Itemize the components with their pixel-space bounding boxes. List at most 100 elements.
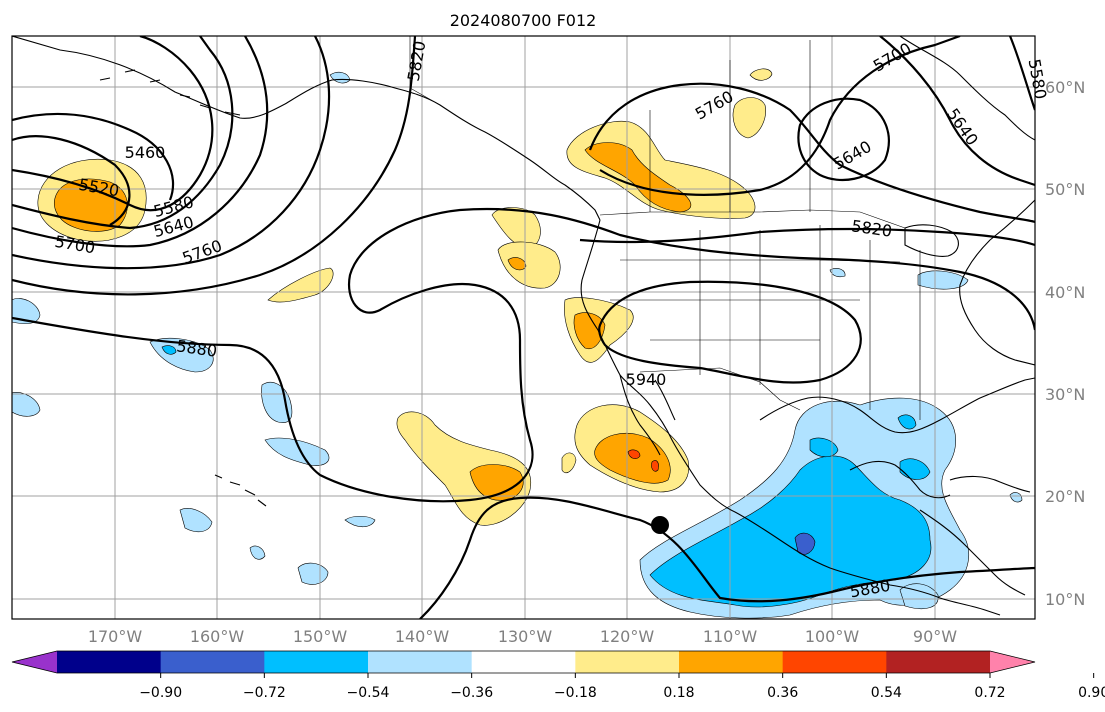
figure-title: 2024080700 F012 bbox=[450, 11, 597, 30]
colorbar-extend-low bbox=[12, 651, 57, 673]
colorbar-tick-label: −0.54 bbox=[347, 685, 390, 701]
coast-central-america bbox=[919, 509, 1026, 596]
contour-5940 bbox=[598, 280, 862, 384]
shade-offshore-or-core bbox=[507, 257, 527, 271]
shade-central-pacific-small bbox=[561, 452, 577, 474]
latitude-labels: 60°N 50°N 40°N 30°N 20°N 10°N bbox=[1045, 78, 1085, 609]
contour-5760-east bbox=[588, 82, 1035, 224]
colorbar-swatch bbox=[782, 651, 887, 673]
colorbar-swatch bbox=[471, 651, 576, 673]
lon-label: 160°W bbox=[190, 627, 245, 646]
shade-west-pacific-blue-9 bbox=[249, 545, 266, 560]
shade-offshore-wa bbox=[491, 207, 541, 249]
coast-hawaii bbox=[214, 474, 267, 507]
map-content bbox=[12, 36, 1035, 619]
shade-mid-pacific-ne bbox=[267, 267, 334, 303]
coast-aleutians bbox=[99, 69, 241, 116]
contour-5880-south bbox=[419, 496, 1035, 619]
contour-5580 bbox=[12, 36, 214, 212]
coast-baja bbox=[619, 374, 676, 456]
height-contours bbox=[12, 36, 1035, 619]
colorbar: −0.90 −0.72 −0.54 −0.36 −0.18 0.18 0.36 0.54 0.7… bbox=[11, 650, 1105, 701]
shade-west-pacific-blue-5 bbox=[264, 437, 330, 466]
lon-label: 150°W bbox=[293, 627, 348, 646]
colorbar-tick-label: −0.72 bbox=[243, 685, 286, 701]
shade-west-pacific-blue-3 bbox=[12, 392, 41, 417]
contour-labels: 5460 5520 5580 5640 5700 5760 5880 5940 … bbox=[53, 39, 1050, 602]
colorbar-swatch bbox=[160, 651, 265, 673]
contour-5460 bbox=[12, 112, 175, 201]
shade-west-pacific-blue-1 bbox=[12, 298, 41, 325]
colorbar-tick-label: 0.54 bbox=[871, 685, 902, 701]
lon-label: 100°W bbox=[805, 627, 860, 646]
shaded-fields bbox=[12, 68, 1023, 619]
coast-west-us bbox=[580, 219, 1001, 616]
colorbar-swatch bbox=[264, 651, 369, 673]
shade-west-pacific-blue-7 bbox=[344, 515, 376, 528]
shade-gulf-blue-2 bbox=[897, 414, 917, 430]
graticule bbox=[12, 36, 1035, 619]
lat-label: 20°N bbox=[1045, 487, 1085, 506]
contour-5880-west bbox=[12, 207, 1035, 503]
shade-west-pacific-blue-6 bbox=[179, 508, 213, 533]
lon-label: 90°W bbox=[913, 627, 957, 646]
shade-north-pacific-inner bbox=[53, 178, 128, 232]
colorbar-swatch bbox=[368, 651, 473, 673]
contour-5820-west bbox=[12, 36, 417, 296]
shade-east-pacific-inner bbox=[649, 455, 932, 608]
colorbar-tick-label: −0.90 bbox=[139, 685, 182, 701]
lon-label: 170°W bbox=[88, 627, 143, 646]
contour-5760 bbox=[12, 36, 331, 270]
shade-gulf-blue-1 bbox=[809, 437, 839, 458]
colorbar-tick-label: −0.18 bbox=[554, 685, 597, 701]
colorbar-swatch bbox=[886, 651, 991, 673]
coast-yucatan bbox=[849, 460, 951, 499]
shade-plains-blue-2 bbox=[829, 268, 846, 278]
colorbar-extend-high bbox=[990, 651, 1035, 673]
colorbar-outline bbox=[11, 650, 1036, 674]
lon-label: 110°W bbox=[703, 627, 758, 646]
lat-label: 50°N bbox=[1045, 180, 1085, 199]
contour-5640-low bbox=[797, 97, 890, 182]
colorbar-tick-label: 0.72 bbox=[974, 685, 1005, 701]
lon-label: 140°W bbox=[395, 627, 450, 646]
contour-5520-loop bbox=[12, 135, 131, 226]
lat-label: 10°N bbox=[1045, 590, 1085, 609]
shade-baja-core-2 bbox=[651, 460, 659, 472]
shade-baja-core bbox=[627, 449, 641, 459]
coast-cuba bbox=[949, 475, 1031, 493]
contour-5700 bbox=[12, 36, 269, 248]
lon-label: 130°W bbox=[498, 627, 553, 646]
lat-label: 60°N bbox=[1045, 78, 1085, 97]
shade-plains-blue-1 bbox=[917, 270, 969, 290]
colorbar-swatch bbox=[575, 651, 680, 673]
contour-5640-east bbox=[879, 36, 1035, 187]
shade-caribbean-blue bbox=[899, 583, 939, 609]
coast-gulf-of-mexico bbox=[759, 377, 1035, 434]
contour-5580-east bbox=[1008, 36, 1035, 111]
colorbar-swatch bbox=[57, 651, 162, 673]
shade-california-inner bbox=[573, 312, 606, 350]
map-frame bbox=[11, 35, 1036, 620]
colorbar-tick-label: 0.36 bbox=[767, 685, 798, 701]
storm-position-marker bbox=[651, 516, 669, 534]
longitude-labels: 170°W 160°W 150°W 140°W 130°W 120°W 110°… bbox=[88, 627, 957, 646]
shade-canada-small bbox=[732, 97, 766, 139]
lon-label: 120°W bbox=[600, 627, 655, 646]
shade-gulf-blue-3 bbox=[899, 458, 931, 480]
coast-alaska bbox=[12, 36, 601, 221]
colorbar-swatch bbox=[679, 651, 784, 673]
contour-5640 bbox=[12, 36, 234, 230]
shade-atlantic-blue bbox=[1009, 492, 1023, 503]
shade-canada-tiny bbox=[749, 68, 773, 81]
colorbar-tick-label: 0.90 bbox=[1078, 685, 1105, 701]
contour-label: 5940 bbox=[626, 370, 667, 389]
shade-west-pacific-blue-2-core bbox=[161, 345, 177, 355]
coastlines bbox=[12, 36, 1035, 616]
coast-east-us bbox=[959, 199, 1035, 366]
colorbar-tick-label: −0.36 bbox=[450, 685, 493, 701]
contour-label: 5460 bbox=[125, 143, 166, 162]
contour-5820-east bbox=[579, 227, 1035, 247]
coast-great-lakes bbox=[904, 224, 959, 257]
